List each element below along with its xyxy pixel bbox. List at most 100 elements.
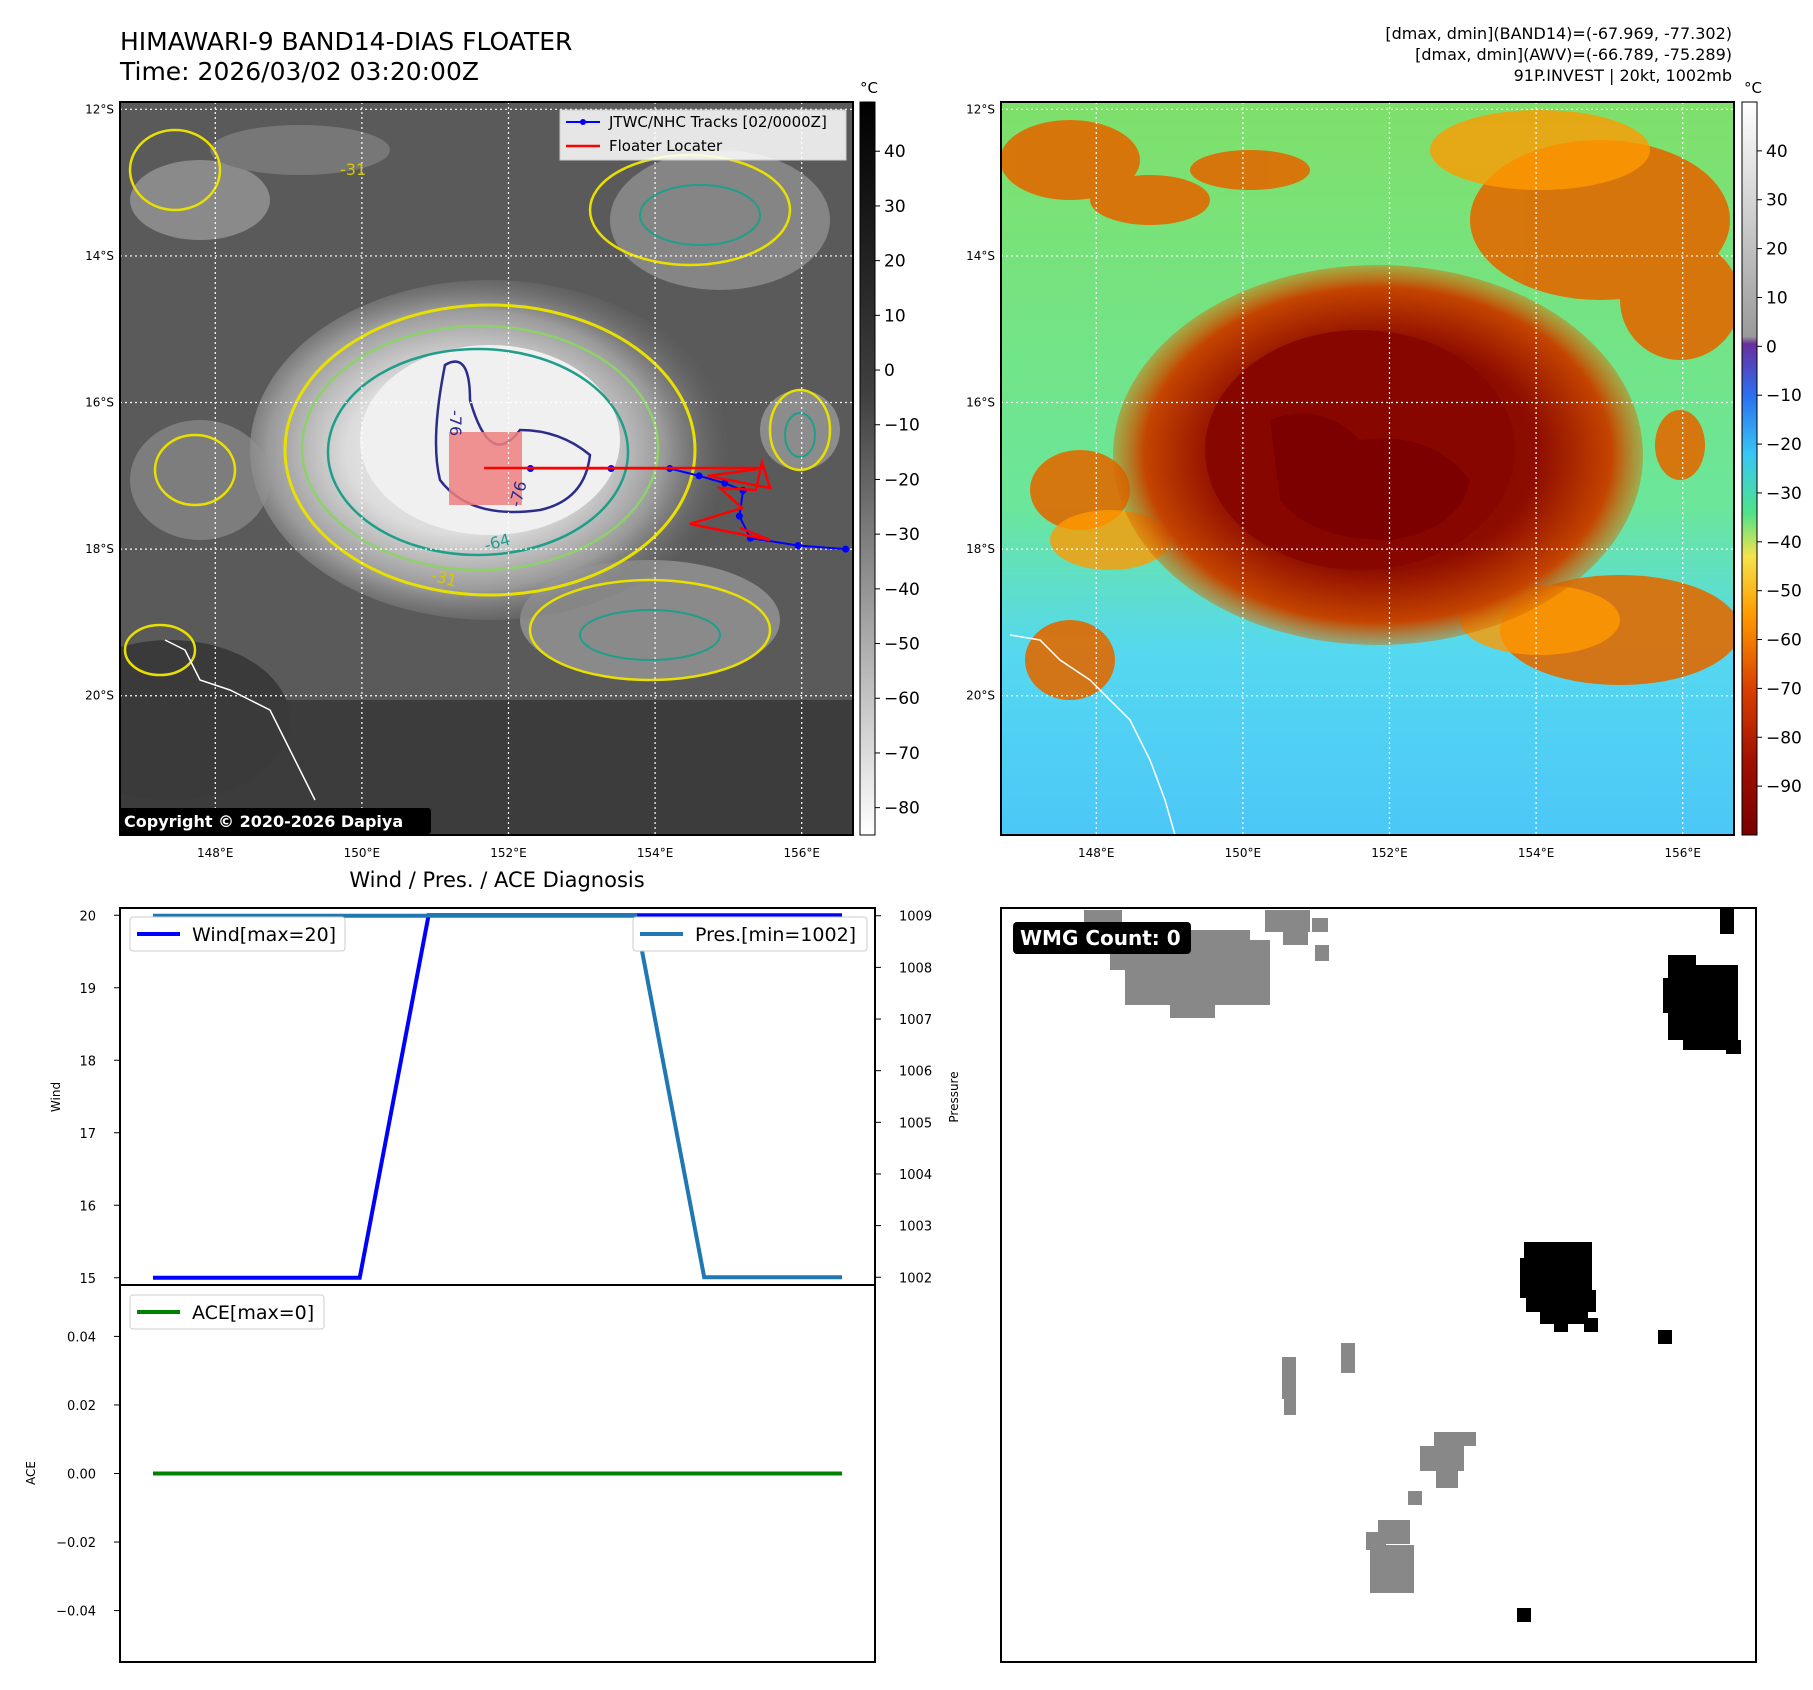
lat-lon-grid [120,102,853,835]
legend-floater-label: Floater Locater [609,137,723,155]
colorbar-tick-label: −10 [884,416,920,436]
lat-lon-grid [1001,102,1734,835]
floater-locator-line [484,457,772,542]
lat-tick-label: 20°S [85,689,114,703]
pressure-axis-label: Pressure [947,1071,961,1122]
pressure-tick-label: 1002 [899,1271,932,1286]
colorbar-tick-label: 30 [884,197,906,217]
ace-tick-label: −0.02 [56,1536,96,1551]
colorbar-tick-label: −80 [1766,728,1802,748]
pressure-tick-label: 1005 [899,1116,932,1131]
figure-time: Time: 2026/03/02 03:20:00Z [119,57,479,86]
lat-tick-label: 14°S [85,249,114,263]
info-band14: [dmax, dmin](BAND14)=(-67.969, -77.302) [1385,24,1732,43]
map-axis-ticks: 148°E 150°E 152°E 154°E 156°E 12°S 14°S 16°S 18°… [966,102,1701,860]
colorbar-tick-label: −70 [1766,679,1802,699]
wind-tick-label: 15 [79,1272,96,1287]
wind-legend: Wind[max=20] [129,916,346,952]
wmg-panel: WMG Count: 0 [1000,907,1757,1663]
lat-tick-label: 16°S [966,396,995,410]
lon-tick-label: 150°E [1225,846,1262,860]
colorbar-tick-label: −50 [884,635,920,655]
colorbar-tick-label: −80 [884,799,920,819]
color-imagery [1001,102,1734,835]
pressure-tick-label: 1003 [899,1220,932,1235]
wmg-gray-cells [1084,910,1476,1593]
ace-legend: ACE[max=0] [129,1294,325,1330]
wind-tick-label: 16 [79,1199,96,1214]
wind-pressure-chart: 20 19 18 17 16 15 1009 1008 1007 1006 1005 1004 100… [49,907,961,1287]
lat-tick-label: 14°S [966,249,995,263]
wind-tick-label: 19 [79,982,96,997]
contour-label: -76 [446,410,465,436]
lon-tick-label: 148°E [1078,846,1115,860]
colorbar-tick-label: −50 [1766,582,1802,602]
wind-tick-label: 17 [79,1127,96,1142]
lon-tick-label: 148°E [197,846,234,860]
colorbar-tick-label: 40 [884,142,906,162]
wind-tick-label: 18 [79,1054,96,1069]
colorbar-tick-label: 20 [1766,240,1788,260]
wmg-count-label: WMG Count: 0 [1020,926,1181,950]
copyright-box [119,808,431,834]
track-point [695,472,703,480]
lat-tick-label: 12°S [966,102,995,116]
lon-tick-label: 154°E [637,846,674,860]
map-legend: JTWC/NHC Tracks [02/0000Z] Floater Locat… [559,109,847,161]
pressure-tick-label: 1007 [899,1013,932,1028]
lat-tick-label: 12°S [85,102,114,116]
colorbar-tick-label: −30 [1766,484,1802,504]
colorbar-tick-label: −30 [884,525,920,545]
wind-axis-label: Wind [49,1082,63,1112]
colorbar-tick-label: −90 [1766,777,1802,797]
colorbar-tick-label: 10 [884,306,906,326]
colorbar-tick-label: −40 [1766,533,1802,553]
map-frame [1000,101,1735,836]
colorbar-tick-label: −60 [884,689,920,709]
colorbar-tick-label: 0 [1766,337,1777,357]
colorbar-tick-label: 10 [1766,288,1788,308]
colorbar-tick-label: −20 [884,470,920,490]
wind-legend-label: Wind[max=20] [192,924,336,946]
ace-axis-label: ACE [24,1461,38,1485]
ace-tick-label: 0.04 [67,1330,96,1345]
info-awv: [dmax, dmin](AWV)=(-66.789, -75.289) [1415,45,1732,64]
colorbar-tick-label: 0 [884,361,895,381]
lon-tick-label: 156°E [783,846,820,860]
figure-title: HIMAWARI-9 BAND14-DIAS FLOATER [120,27,572,56]
colorbar-tick-label: −20 [1766,435,1802,455]
colorbar-unit: °C [1744,79,1762,97]
pressure-legend-label: Pres.[min=1002] [695,924,856,946]
grayscale-colorbar: °C 40 30 20 10 0 −10 −20 −30 −40 −50 −60 −70 −80 [859,79,920,836]
color-satellite-panel: 148°E 150°E 152°E 154°E 156°E 12°S 14°S 16°S 18°… [966,101,1735,860]
lon-tick-label: 152°E [490,846,527,860]
pressure-legend: Pres.[min=1002] [632,916,868,952]
grayscale-satellite-panel: -76 -76 -64 -31 -31 JTWC/NHC Tracks [02/… [85,101,854,860]
lat-tick-label: 20°S [966,689,995,703]
wmg-label-box [1013,922,1191,954]
colorbar-tick-label: 30 [1766,191,1788,211]
ace-chart: 0.04 0.02 0.00 −0.02 −0.04 ACE ACE[max=0] [24,1284,876,1663]
legend-track-label: JTWC/NHC Tracks [02/0000Z] [608,113,827,131]
ace-tick-label: 0.00 [67,1468,96,1483]
lat-tick-label: 16°S [85,396,114,410]
colorbar-unit: °C [860,79,878,97]
colorbar-tick-label: −10 [1766,386,1802,406]
map-axis-ticks: 148°E 150°E 152°E 154°E 156°E 12°S 14°S 16°S 18°… [85,102,820,860]
track-point [794,541,802,549]
ace-legend-label: ACE[max=0] [192,1302,314,1324]
colorbar-tick-label: −40 [884,580,920,600]
lon-tick-label: 156°E [1664,846,1701,860]
colorbar-tick-label: −60 [1766,631,1802,651]
colorbar-tick-label: 20 [884,252,906,272]
colorbar-tick-label: −70 [884,744,920,764]
lon-tick-label: 152°E [1371,846,1408,860]
diagnosis-title: Wind / Pres. / ACE Diagnosis [349,868,644,892]
map-frame [119,101,854,836]
pressure-series-line [153,913,842,1280]
wmg-black-cells [1517,908,1741,1622]
wind-tick-label: 20 [79,909,96,924]
pressure-tick-label: 1008 [899,961,932,976]
pressure-tick-label: 1004 [899,1168,932,1183]
track-point [735,512,743,520]
